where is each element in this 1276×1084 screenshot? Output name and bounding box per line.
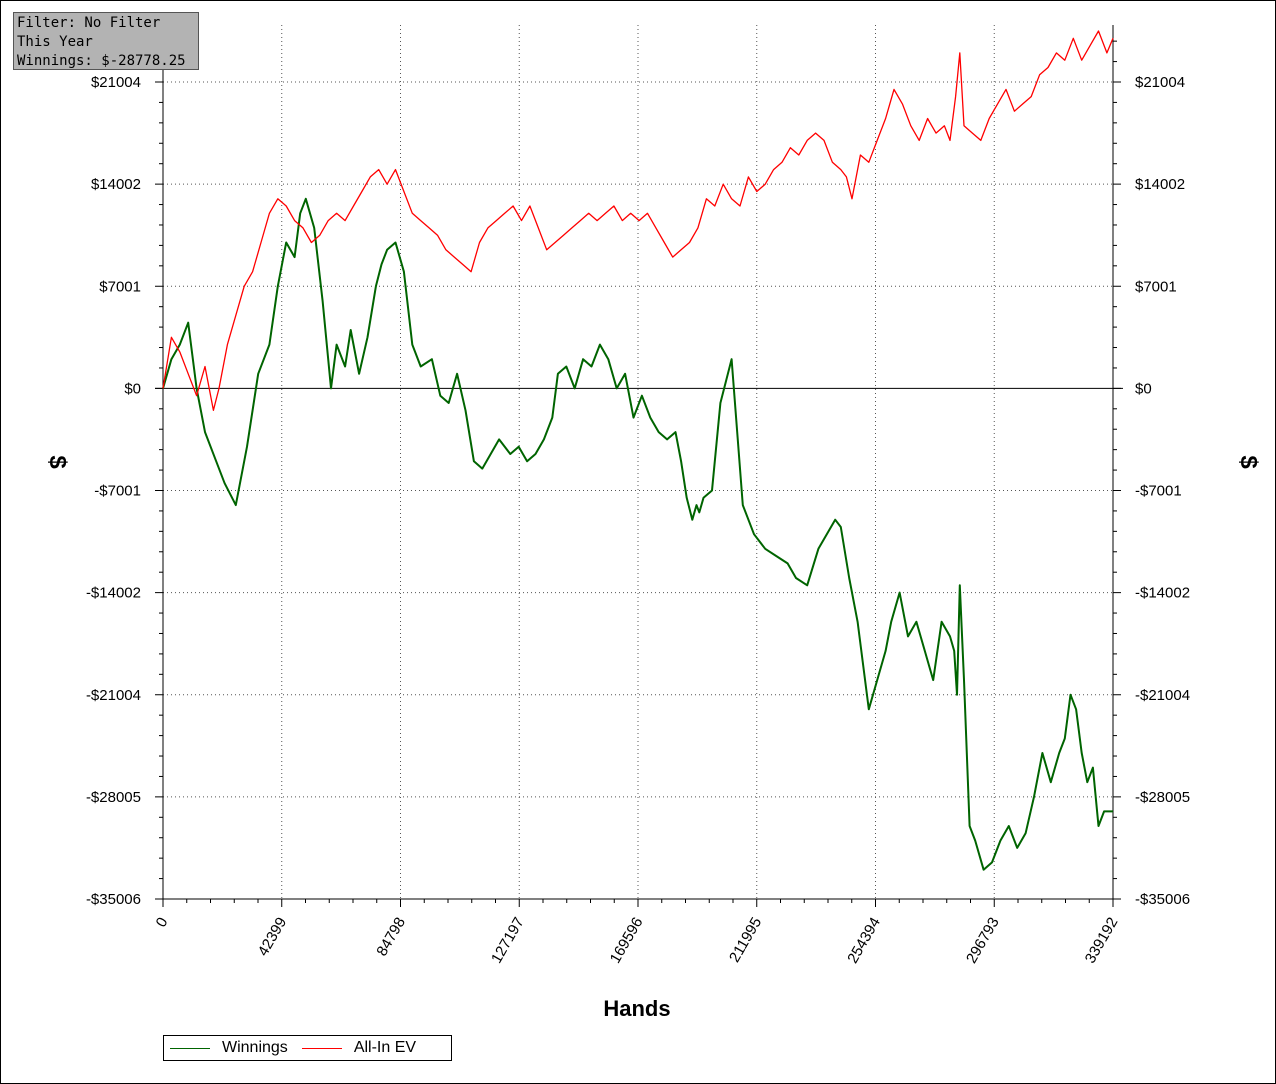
- y-tick-label-right: $21004: [1135, 74, 1185, 91]
- y-tick-label-right: $7001: [1135, 278, 1177, 295]
- axes-layer: [155, 25, 1123, 907]
- y-tick-label-left: -$14002: [86, 585, 141, 602]
- winnings-line: [162, 197, 1113, 871]
- y-tick-label-left: $21004: [91, 74, 141, 91]
- x-tick-label: 0: [153, 915, 172, 931]
- labels-layer: 0 42399 84798 127197 169596 211995 254394 29679…: [86, 74, 1190, 966]
- x-tick-label: 254394: [844, 915, 884, 967]
- x-tick-label: 84798: [373, 915, 409, 960]
- y-tick-label-left: -$35006: [86, 891, 141, 908]
- winnings-swatch: [170, 1047, 210, 1049]
- x-tick-label: 127197: [488, 915, 528, 967]
- chart-legend: Winnings All-In EV: [163, 1035, 452, 1061]
- x-tick-label: 211995: [726, 915, 765, 966]
- y-tick-label-left: $14002: [91, 176, 141, 193]
- legend-label-allin: All-In EV: [353, 1039, 417, 1056]
- x-tick-label: 339192: [1082, 915, 1122, 967]
- y-tick-label-left: -$21004: [86, 687, 141, 704]
- y-tick-label-left: $0: [124, 380, 141, 397]
- allin-swatch: [301, 1047, 342, 1049]
- x-tick-label: 296793: [963, 915, 1003, 967]
- y-tick-label-right: $0: [1135, 380, 1152, 397]
- legend-item-allin: All-In EV: [301, 1039, 417, 1057]
- y-tick-label-right: $14002: [1135, 176, 1185, 193]
- legend-item-winnings: Winnings: [170, 1039, 288, 1057]
- y-tick-label-left: -$7001: [94, 483, 141, 500]
- allin-ev-line: [162, 30, 1114, 411]
- legend-label-winnings: Winnings: [222, 1039, 288, 1056]
- y-axis-title-left: $: [44, 455, 71, 469]
- y-tick-label-right: -$14002: [1135, 585, 1190, 602]
- y-tick-label-right: -$21004: [1135, 687, 1190, 704]
- y-axis-title-right: $: [1235, 455, 1262, 469]
- x-axis-title: Hands: [603, 996, 670, 1021]
- grid-layer: [163, 25, 1113, 899]
- x-tick-label: 169596: [607, 915, 647, 967]
- filter-label: Filter: No Filter: [17, 15, 161, 31]
- y-tick-label-right: -$7001: [1135, 483, 1182, 500]
- y-tick-label-left: $7001: [99, 278, 141, 295]
- winnings-total: Winnings: $-28778.25: [17, 53, 186, 69]
- y-tick-label-right: -$28005: [1135, 789, 1190, 806]
- y-tick-label-right: -$35006: [1135, 891, 1190, 908]
- x-tick-label: 42399: [255, 915, 291, 960]
- series-layer: [162, 30, 1114, 871]
- y-tick-label-left: -$28005: [86, 789, 141, 806]
- period-label: This Year: [17, 34, 93, 50]
- filter-info-box: Filter: No Filter This Year Winnings: $-…: [13, 12, 199, 70]
